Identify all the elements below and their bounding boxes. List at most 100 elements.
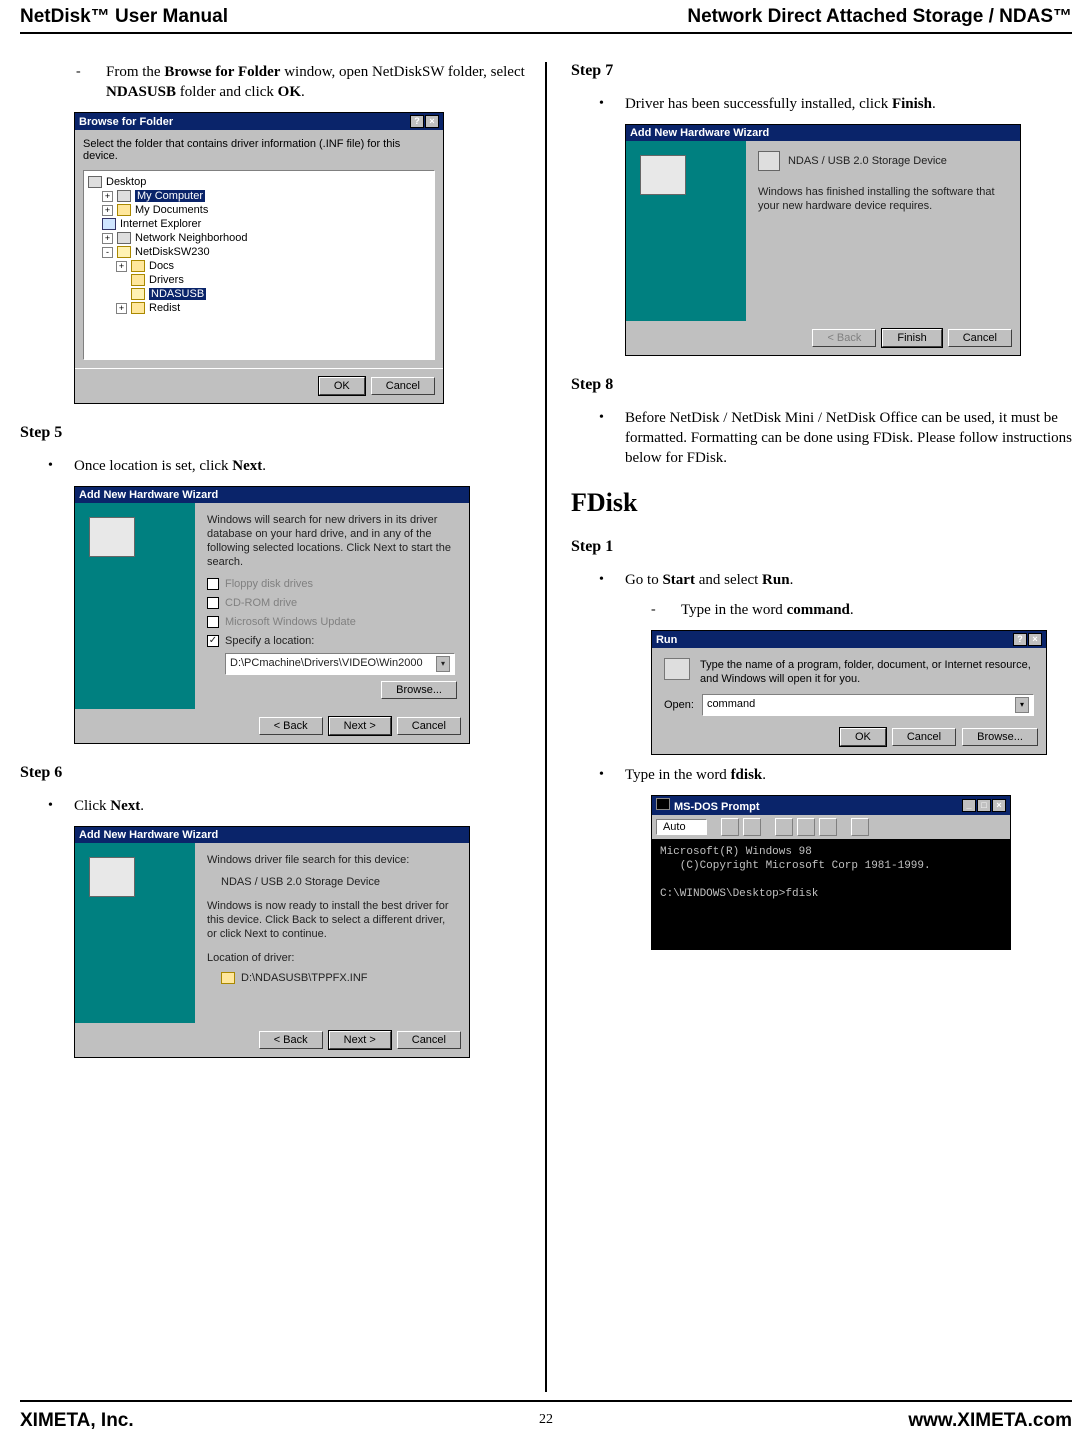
cancel-button[interactable]: Cancel [371, 377, 435, 395]
folder-tree[interactable]: Desktop + My Computer + My Documents Inter… [83, 170, 435, 360]
ok-button[interactable]: OK [840, 728, 886, 746]
footer-right: www.XIMETA.com [908, 1410, 1072, 1432]
browse-button[interactable]: Browse... [962, 728, 1038, 746]
dialog-title: Add New Hardware Wizard [79, 829, 218, 841]
checkbox-icon[interactable] [207, 616, 219, 628]
dropdown-icon[interactable]: ▾ [1015, 697, 1029, 713]
dialog-titlebar: MS-DOS Prompt _ □ × [652, 796, 1010, 815]
fstep1c-bullet: • Type in the word fdisk. [599, 765, 1072, 785]
tree-network[interactable]: Network Neighborhood [135, 232, 248, 244]
run-icon [664, 658, 690, 680]
device-icon [758, 151, 780, 171]
expand-icon[interactable]: + [102, 191, 113, 202]
location-input[interactable]: D:\PCmachine\Drivers\VIDEO\Win2000 ▾ [225, 653, 455, 675]
dropdown-icon[interactable]: ▾ [436, 656, 450, 672]
hardware-wizard-search-dialog: Add New Hardware Wizard Windows will sea… [74, 486, 470, 744]
wizard-side-graphic [626, 141, 746, 321]
tree-ndasusb[interactable]: NDASUSB [149, 288, 206, 300]
step5-text: Once location is set, click Next. [74, 456, 266, 476]
fstep1-dash-text: Type in the word command. [681, 600, 854, 620]
location-path: D:\PCmachine\Drivers\VIDEO\Win2000 [230, 656, 423, 672]
dos-line1: Microsoft(R) Windows 98 [660, 846, 812, 858]
left-column: - From the Browse for Folder window, ope… [20, 62, 541, 1392]
help-icon[interactable]: ? [410, 115, 424, 128]
back-button[interactable]: < Back [259, 717, 323, 735]
open-label: Open: [664, 698, 694, 712]
minimize-icon[interactable]: _ [962, 799, 976, 812]
dos-prompt-window: MS-DOS Prompt _ □ × Auto Microsoft(R [651, 795, 1011, 950]
step8-text: Before NetDisk / NetDisk Mini / NetDisk … [625, 408, 1072, 468]
finish-button[interactable]: Finish [882, 329, 941, 347]
right-column: Step 7 • Driver has been successfully in… [551, 62, 1072, 1392]
next-button[interactable]: Next > [329, 717, 391, 735]
back-button[interactable]: < Back [259, 1031, 323, 1049]
bullet-marker: • [599, 94, 625, 114]
dialog-button-row: < Back Next > Cancel [75, 1023, 469, 1057]
close-icon[interactable]: × [992, 799, 1006, 812]
expand-icon[interactable]: + [116, 303, 127, 314]
cancel-button[interactable]: Cancel [892, 728, 956, 746]
next-button[interactable]: Next > [329, 1031, 391, 1049]
tree-docs[interactable]: Docs [149, 260, 174, 272]
tree-desktop[interactable]: Desktop [106, 176, 146, 188]
tree-drivers[interactable]: Drivers [149, 274, 184, 286]
collapse-icon[interactable]: - [102, 247, 113, 258]
header-right: Network Direct Attached Storage / NDAS™ [687, 6, 1072, 28]
checkbox-icon[interactable] [207, 578, 219, 590]
close-icon[interactable]: × [425, 115, 439, 128]
bullet-marker: • [599, 765, 625, 785]
cancel-button[interactable]: Cancel [397, 717, 461, 735]
step8-heading: Step 8 [571, 376, 1072, 394]
toolbar-button[interactable] [851, 818, 869, 836]
dos-toolbar: Auto [652, 815, 1010, 839]
step5-bullet: • Once location is set, click Next. [48, 456, 525, 476]
tree-ie[interactable]: Internet Explorer [120, 218, 201, 230]
folder-icon [117, 204, 131, 216]
hardware-wizard-finish-dialog: Add New Hardware Wizard NDAS / USB 2.0 S… [625, 124, 1021, 356]
step6-text: Click Next. [74, 796, 144, 816]
content-columns: - From the Browse for Folder window, ope… [20, 62, 1072, 1392]
computer-icon [117, 190, 131, 202]
tree-redist[interactable]: Redist [149, 302, 180, 314]
opt-specify: Specify a location: [225, 634, 314, 648]
wizard-side-graphic [75, 503, 195, 709]
cancel-button[interactable]: Cancel [948, 329, 1012, 347]
run-dialog: Run ? × Type the name of a program, fold… [651, 630, 1047, 755]
toolbar-button[interactable] [721, 818, 739, 836]
dos-screen[interactable]: Microsoft(R) Windows 98 (C)Copyright Mic… [652, 839, 1010, 949]
cancel-button[interactable]: Cancel [397, 1031, 461, 1049]
toolbar-button[interactable] [775, 818, 793, 836]
step8-bullet: • Before NetDisk / NetDisk Mini / NetDis… [599, 408, 1072, 468]
font-size-select[interactable]: Auto [656, 819, 707, 835]
dialog-button-row: OK Cancel [75, 368, 443, 403]
maximize-icon[interactable]: □ [977, 799, 991, 812]
tree-netdisk[interactable]: NetDiskSW230 [135, 246, 210, 258]
step6-bullet: • Click Next. [48, 796, 525, 816]
tree-mydocs[interactable]: My Documents [135, 204, 208, 216]
step7-heading: Step 7 [571, 62, 1072, 80]
tree-mycomputer[interactable]: My Computer [135, 190, 205, 202]
desktop-icon [88, 176, 102, 188]
toolbar-button[interactable] [743, 818, 761, 836]
expand-icon[interactable]: + [116, 261, 127, 272]
column-divider [545, 62, 547, 1392]
page-header: NetDisk™ User Manual Network Direct Atta… [20, 0, 1072, 28]
dialog-titlebar: Add New Hardware Wizard [75, 827, 469, 843]
step6-heading: Step 6 [20, 764, 525, 782]
run-input[interactable]: command ▾ [702, 694, 1034, 716]
toolbar-button[interactable] [819, 818, 837, 836]
step5-heading: Step 5 [20, 424, 525, 442]
driver-path: D:\NDASUSB\TPPFX.INF [241, 971, 368, 985]
checkbox-icon[interactable] [207, 597, 219, 609]
expand-icon[interactable]: + [102, 233, 113, 244]
checkbox-checked-icon[interactable]: ✓ [207, 635, 219, 647]
back-button: < Back [812, 329, 876, 347]
device-name: NDAS / USB 2.0 Storage Device [788, 154, 947, 168]
expand-icon[interactable]: + [102, 205, 113, 216]
network-icon [117, 232, 131, 244]
close-icon[interactable]: × [1028, 633, 1042, 646]
browse-button[interactable]: Browse... [381, 681, 457, 699]
ok-button[interactable]: OK [319, 377, 365, 395]
toolbar-button[interactable] [797, 818, 815, 836]
help-icon[interactable]: ? [1013, 633, 1027, 646]
